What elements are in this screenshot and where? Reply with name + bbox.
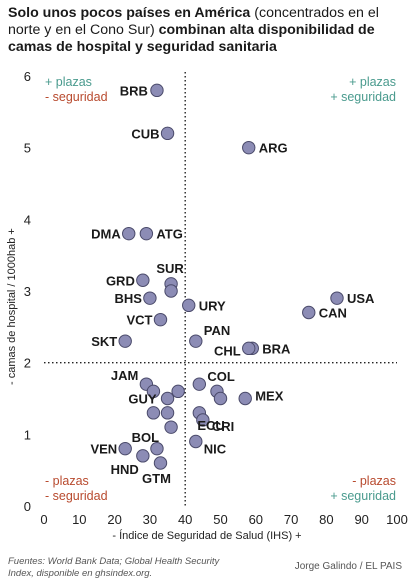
- x-tick-label: 0: [40, 512, 47, 527]
- quadrant-br-line-1: - plazas: [352, 474, 396, 488]
- data-point-bol: [164, 420, 178, 434]
- point-label-grd: GRD: [106, 273, 135, 288]
- data-point-atg: [139, 226, 154, 241]
- point-label-skt: SKT: [91, 334, 117, 349]
- x-tick-label: 100: [386, 512, 408, 527]
- data-point-guy: [160, 391, 175, 406]
- quadrant-bl-line-2: - seguridad: [45, 489, 108, 503]
- data-point-grd: [136, 273, 150, 287]
- x-tick-label: 60: [249, 512, 263, 527]
- point-label-jam: JAM: [111, 368, 138, 383]
- y-tick-label: 2: [24, 356, 31, 371]
- data-point-vct: [153, 312, 168, 327]
- data-point-unlabeled: [171, 384, 185, 399]
- data-point-hnd: [136, 449, 150, 463]
- credit-note: Jorge Galindo / EL PAIS: [294, 561, 402, 572]
- data-point-unlabeled: [146, 384, 161, 399]
- point-label-gtm: GTM: [142, 471, 171, 486]
- point-label-chl: CHL: [214, 343, 241, 358]
- point-label-atg: ATG: [156, 227, 182, 242]
- point-label-mex: MEX: [255, 389, 284, 404]
- point-label-bhs: BHS: [114, 291, 142, 306]
- x-tick-label: 80: [319, 512, 333, 527]
- x-tick-label: 40: [178, 512, 192, 527]
- title-bold-1: Solo unos pocos países en América: [8, 5, 251, 21]
- quadrant-bl-line-1: - plazas: [45, 474, 89, 488]
- y-tick-label: 5: [24, 141, 31, 156]
- data-point-cri: [196, 413, 210, 427]
- quadrant-tr-line-1: + plazas: [349, 75, 396, 89]
- quadrant-tl-line-2: - seguridad: [45, 90, 108, 104]
- y-tick-label: 3: [24, 284, 31, 299]
- y-axis-label: - camas de hospital / 1000hab +: [6, 228, 18, 385]
- point-label-vct: VCT: [126, 313, 152, 328]
- data-point-unlabeled: [150, 441, 164, 456]
- point-label-dma: DMA: [91, 227, 121, 242]
- x-tick-label: 20: [107, 512, 121, 527]
- x-tick-label: 50: [213, 512, 227, 527]
- point-label-arg: ARG: [259, 141, 288, 156]
- data-point-col: [192, 377, 207, 391]
- data-point-unlabeled: [146, 406, 161, 420]
- data-point-arg: [242, 140, 256, 155]
- quadrant-tr-line-2: + seguridad: [330, 90, 396, 104]
- point-label-hnd: HND: [111, 462, 139, 477]
- quadrant-bottom-left-label: - plazas - seguridad: [45, 474, 108, 504]
- x-tick-label: 10: [72, 512, 86, 527]
- y-tick-label: 0: [24, 499, 31, 514]
- data-point-can: [302, 305, 316, 320]
- title-bold-2: combinan alta disponibilidad de camas de…: [8, 22, 375, 55]
- point-label-cub: CUB: [131, 126, 159, 141]
- point-label-sur: SUR: [156, 261, 184, 276]
- data-point-gtm: [153, 456, 168, 470]
- point-label-col: COL: [207, 369, 235, 384]
- point-label-bol: BOL: [132, 430, 160, 445]
- quadrant-br-line-2: + seguridad: [330, 489, 396, 503]
- title-normal: (concentrados en el norte y en el Cono S…: [8, 5, 379, 38]
- point-label-ven: VEN: [90, 442, 117, 457]
- y-tick-label: 4: [24, 212, 31, 227]
- point-label-brb: BRB: [120, 83, 148, 98]
- data-point-unlabeled: [160, 406, 175, 420]
- data-point-usa: [330, 291, 344, 305]
- data-point-dma: [122, 226, 136, 241]
- point-label-pan: PAN: [204, 323, 230, 338]
- data-point-ury: [182, 298, 196, 313]
- data-point-mex: [238, 391, 252, 406]
- data-point-bhs: [143, 291, 157, 305]
- quadrant-tl-line-1: + plazas: [45, 75, 92, 89]
- data-point-unlabeled: [213, 391, 228, 406]
- chart-title: Solo unos pocos países en América (conce…: [8, 5, 408, 56]
- quadrant-top-right-label: + plazas + seguridad: [330, 75, 396, 105]
- data-point-chl: [242, 341, 256, 356]
- data-point-brb: [150, 83, 164, 98]
- quadrant-bottom-right-label: - plazas + seguridad: [330, 474, 396, 504]
- point-label-nic: NIC: [204, 442, 227, 457]
- data-point-nic: [189, 434, 203, 449]
- point-label-usa: USA: [347, 291, 375, 306]
- point-label-bra: BRA: [262, 341, 291, 356]
- quadrant-top-left-label: + plazas - seguridad: [45, 75, 108, 105]
- x-tick-label: 70: [284, 512, 298, 527]
- data-point-pan: [189, 334, 203, 348]
- data-point-skt: [118, 334, 132, 348]
- data-point-ven: [118, 441, 132, 456]
- x-tick-label: 90: [354, 512, 368, 527]
- point-label-cri: CRI: [212, 419, 234, 434]
- point-label-guy: GUY: [128, 392, 157, 407]
- data-point-cub: [160, 126, 175, 141]
- y-tick-label: 6: [24, 69, 31, 84]
- data-point-unlabeled: [164, 284, 178, 298]
- x-axis-label: - Índice de Seguridad de Salud (IHS) +: [112, 530, 302, 542]
- point-label-ury: URY: [199, 298, 226, 313]
- x-tick-label: 30: [143, 512, 157, 527]
- point-label-ecu: ECU: [197, 418, 224, 433]
- y-tick-label: 1: [24, 427, 31, 442]
- point-label-can: CAN: [319, 306, 347, 321]
- source-note: Fuentes: World Bank Data; Global Health …: [8, 556, 220, 579]
